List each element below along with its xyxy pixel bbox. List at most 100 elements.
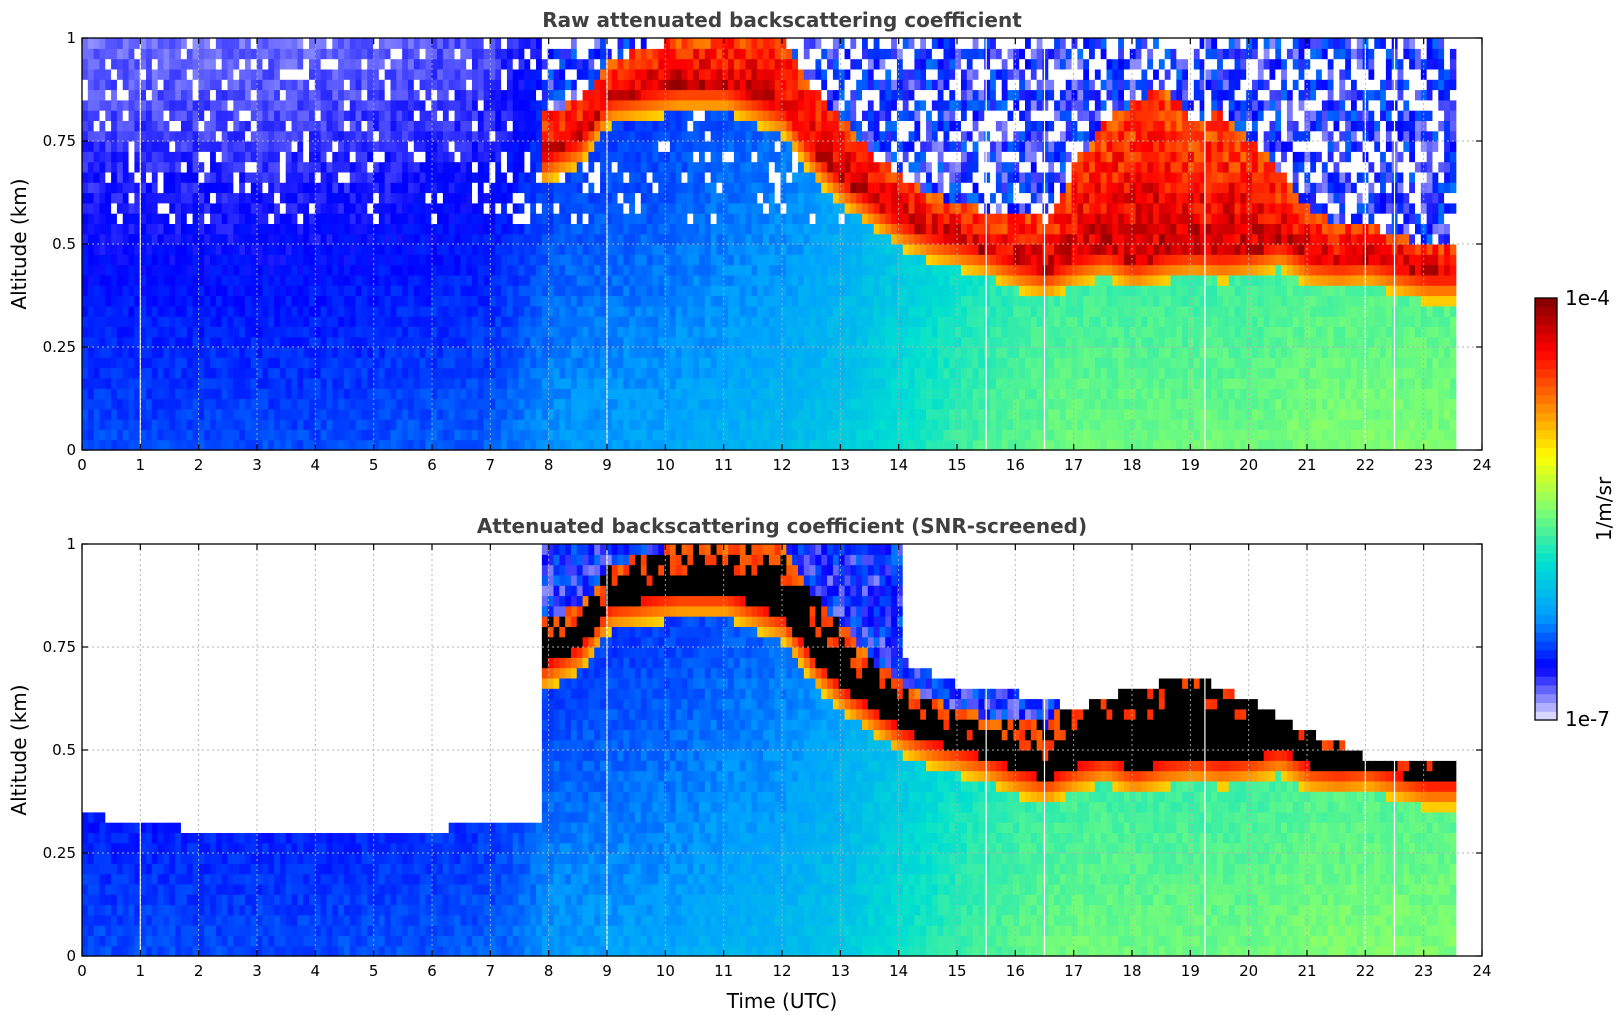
heatmap-cell [652, 223, 659, 235]
heatmap-cell [274, 357, 281, 369]
heatmap-cell [454, 429, 461, 441]
heatmap-cell [733, 48, 741, 60]
heatmap-cell [629, 305, 636, 317]
heatmap-cell [250, 120, 258, 132]
heatmap-cell [239, 79, 246, 91]
heatmap-cell [594, 326, 601, 338]
heatmap-cell [477, 79, 485, 91]
heatmap-cell [122, 285, 130, 297]
heatmap-cell [664, 326, 671, 338]
heatmap-cell [629, 254, 636, 266]
heatmap-cell [419, 244, 427, 255]
heatmap-cell [763, 264, 770, 276]
heatmap-cell [221, 347, 229, 358]
heatmap-cell [687, 388, 694, 400]
heatmap-cell [797, 305, 805, 317]
heatmap-cell [634, 79, 642, 91]
heatmap-cell [611, 192, 619, 204]
heatmap-cell [623, 38, 630, 49]
heatmap-cell [547, 377, 555, 389]
heatmap-cell [495, 316, 502, 327]
heatmap-cell [512, 202, 520, 214]
heatmap-cell [244, 202, 252, 214]
heatmap-cell [314, 439, 322, 451]
heatmap-cell [175, 38, 182, 49]
heatmap-cell [687, 161, 694, 173]
heatmap-cell [390, 120, 397, 132]
heatmap-cell [797, 161, 805, 173]
heatmap-cell [472, 244, 479, 255]
heatmap-cell [518, 192, 525, 204]
heatmap-cell [681, 377, 688, 389]
heatmap-cell [99, 182, 106, 194]
heatmap-cell [93, 233, 101, 245]
heatmap-cell [198, 347, 205, 358]
heatmap-cell [582, 439, 590, 451]
heatmap-cell [570, 223, 578, 235]
heatmap-cell [576, 274, 584, 286]
heatmap-cell [582, 388, 590, 400]
heatmap-cell [221, 182, 229, 194]
heatmap-cell [355, 110, 363, 121]
heatmap-cell [367, 367, 374, 379]
heatmap-cell [495, 213, 502, 224]
heatmap-cell [338, 202, 345, 214]
heatmap-cell [472, 295, 479, 307]
heatmap-cell [192, 326, 200, 338]
heatmap-cell [687, 120, 694, 132]
heatmap-cell [373, 347, 380, 358]
heatmap-cell [373, 367, 380, 379]
heatmap-cell [448, 429, 456, 441]
heatmap-cell [390, 89, 397, 101]
heatmap-cell [303, 171, 310, 183]
heatmap-cell [291, 336, 298, 348]
heatmap-cell [710, 388, 718, 400]
heatmap-cell [186, 89, 194, 101]
heatmap-cell [716, 110, 723, 121]
heatmap-cell [664, 336, 671, 348]
heatmap-cell [244, 388, 252, 400]
heatmap-cell [640, 295, 648, 307]
heatmap-cell [227, 316, 234, 327]
heatmap-cell [233, 110, 240, 121]
heatmap-cell [774, 182, 782, 194]
heatmap-cell [256, 223, 264, 235]
heatmap-cell [221, 99, 229, 111]
heatmap-cell [111, 244, 118, 255]
heatmap-cell [355, 223, 363, 235]
heatmap-cell [669, 285, 677, 297]
heatmap-cell [442, 316, 450, 327]
heatmap-cell [448, 120, 456, 132]
heatmap-cell [611, 388, 619, 400]
heatmap-cell [99, 233, 106, 245]
heatmap-cell [274, 264, 281, 276]
heatmap-cell [728, 326, 735, 338]
heatmap-cell [495, 264, 502, 276]
heatmap-cell [751, 398, 758, 410]
heatmap-cell [192, 79, 200, 91]
heatmap-cell [442, 285, 450, 297]
heatmap-cell [378, 377, 386, 389]
heatmap-cell [122, 141, 130, 152]
heatmap-cell [349, 326, 357, 338]
heatmap-cell [722, 89, 729, 101]
heatmap-cell [314, 68, 322, 80]
heatmap-cell [704, 58, 712, 70]
heatmap-cell [600, 68, 607, 80]
heatmap-cell [460, 130, 467, 142]
heatmap-cell [536, 68, 543, 80]
heatmap-cell [768, 316, 776, 327]
heatmap-cell [472, 254, 479, 266]
heatmap-cell [309, 274, 316, 286]
heatmap-cell [186, 130, 194, 142]
heatmap-cell [786, 347, 793, 358]
heatmap-cell [262, 357, 269, 369]
heatmap-cell [559, 316, 566, 327]
heatmap-cell [681, 110, 688, 121]
heatmap-cell [134, 38, 141, 49]
heatmap-cell [210, 171, 217, 183]
heatmap-cell [664, 285, 671, 297]
heatmap-cell [541, 336, 549, 348]
heatmap-cell [728, 377, 735, 389]
heatmap-cell [565, 202, 572, 214]
